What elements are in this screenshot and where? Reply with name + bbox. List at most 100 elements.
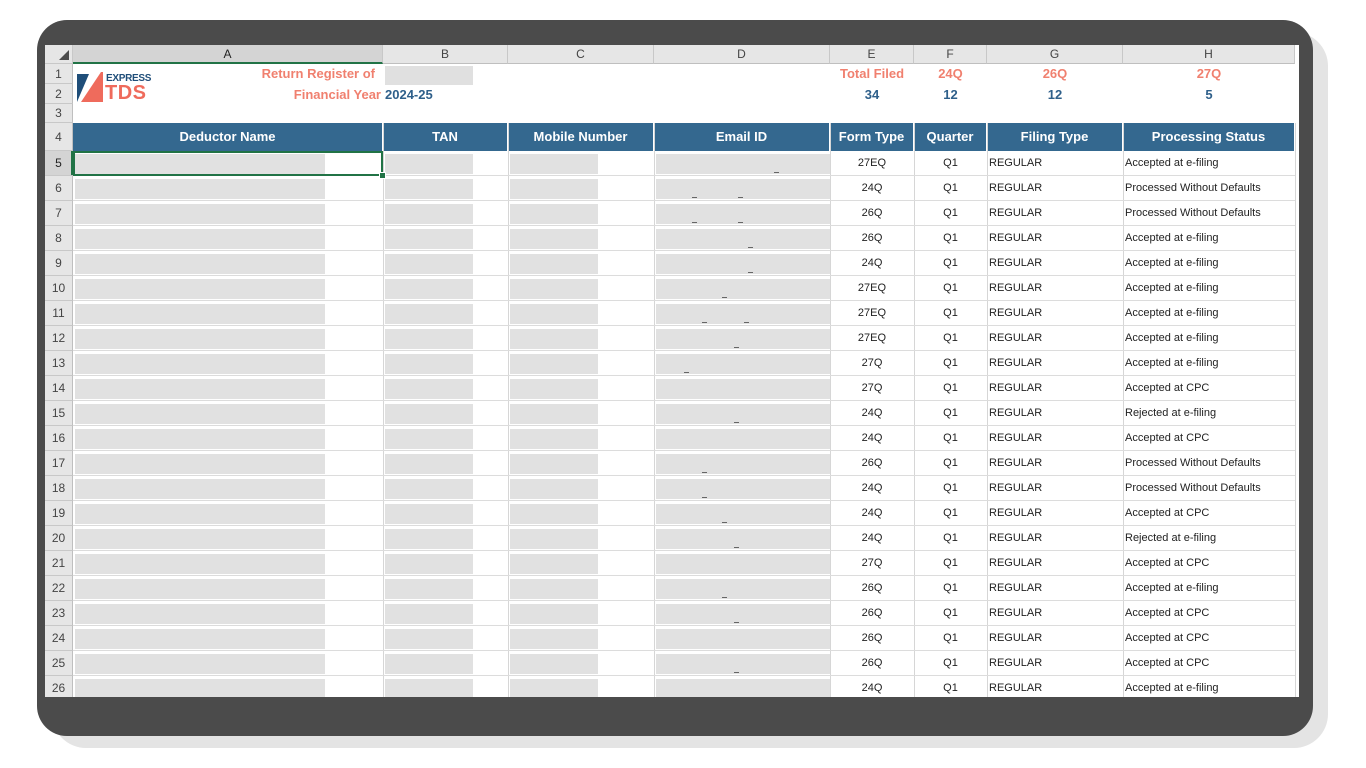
- row-header-1[interactable]: 1: [45, 64, 73, 84]
- tan-redacted[interactable]: [385, 154, 473, 174]
- deductor-name-redacted[interactable]: [75, 154, 325, 174]
- processing-status-cell[interactable]: Accepted at e-filing: [1125, 332, 1219, 344]
- mobile-redacted[interactable]: [510, 504, 598, 524]
- processing-status-cell[interactable]: Accepted at CPC: [1125, 557, 1210, 569]
- tan-redacted[interactable]: [385, 179, 473, 199]
- email-redacted[interactable]: [656, 679, 830, 697]
- deductor-name-redacted[interactable]: [75, 354, 325, 374]
- processing-status-cell[interactable]: Accepted at e-filing: [1125, 232, 1219, 244]
- row-header-6[interactable]: 6: [45, 176, 73, 201]
- processing-status-cell[interactable]: Accepted at e-filing: [1125, 257, 1219, 269]
- tan-redacted[interactable]: [385, 629, 473, 649]
- form-type-cell[interactable]: 24Q: [861, 257, 883, 269]
- deductor-name-redacted[interactable]: [75, 279, 325, 299]
- email-redacted[interactable]: [656, 354, 830, 374]
- quarter-cell[interactable]: Q1: [943, 332, 958, 344]
- quarter-cell[interactable]: Q1: [943, 657, 958, 669]
- filing-type-cell[interactable]: REGULAR: [989, 457, 1043, 469]
- tan-redacted[interactable]: [385, 204, 473, 224]
- email-redacted[interactable]: [656, 279, 830, 299]
- filing-type-cell[interactable]: REGULAR: [989, 407, 1043, 419]
- processing-status-cell[interactable]: Accepted at CPC: [1125, 607, 1210, 619]
- filing-type-cell[interactable]: REGULAR: [989, 582, 1043, 594]
- deductor-name-redacted[interactable]: [75, 179, 325, 199]
- tan-redacted[interactable]: [385, 529, 473, 549]
- quarter-cell[interactable]: Q1: [943, 507, 958, 519]
- column-header-e[interactable]: E: [830, 45, 914, 64]
- email-redacted[interactable]: [656, 379, 830, 399]
- processing-status-cell[interactable]: Rejected at e-filing: [1125, 407, 1217, 419]
- form-type-cell[interactable]: 27EQ: [857, 332, 887, 344]
- form-type-cell[interactable]: 24Q: [861, 182, 883, 194]
- deductor-name-redacted[interactable]: [75, 204, 325, 224]
- row-header-26[interactable]: 26: [45, 676, 73, 697]
- form-type-cell[interactable]: 24Q: [861, 532, 883, 544]
- filing-type-cell[interactable]: REGULAR: [989, 307, 1043, 319]
- mobile-redacted[interactable]: [510, 554, 598, 574]
- mobile-redacted[interactable]: [510, 154, 598, 174]
- deductor-name-redacted[interactable]: [75, 629, 325, 649]
- column-header-g[interactable]: G: [987, 45, 1123, 64]
- mobile-redacted[interactable]: [510, 329, 598, 349]
- quarter-cell[interactable]: Q1: [943, 257, 958, 269]
- deductor-name-redacted[interactable]: [75, 229, 325, 249]
- mobile-redacted[interactable]: [510, 454, 598, 474]
- form-type-cell[interactable]: 26Q: [861, 632, 883, 644]
- filing-type-cell[interactable]: REGULAR: [989, 332, 1043, 344]
- form-type-cell[interactable]: 24Q: [861, 482, 883, 494]
- quarter-cell[interactable]: Q1: [943, 182, 958, 194]
- processing-status-cell[interactable]: Accepted at CPC: [1125, 657, 1210, 669]
- form-type-cell[interactable]: 27Q: [861, 357, 883, 369]
- processing-status-cell[interactable]: Processed Without Defaults: [1125, 482, 1261, 494]
- mobile-redacted[interactable]: [510, 204, 598, 224]
- form-type-cell[interactable]: 26Q: [861, 607, 883, 619]
- filing-type-cell[interactable]: REGULAR: [989, 632, 1043, 644]
- row-header-2[interactable]: 2: [45, 84, 73, 104]
- email-redacted[interactable]: [656, 179, 830, 199]
- tan-redacted[interactable]: [385, 554, 473, 574]
- deductor-name-redacted[interactable]: [75, 404, 325, 424]
- form-type-cell[interactable]: 27EQ: [857, 307, 887, 319]
- quarter-cell[interactable]: Q1: [943, 607, 958, 619]
- form-type-cell[interactable]: 26Q: [861, 457, 883, 469]
- deductor-name-redacted[interactable]: [75, 679, 325, 697]
- column-header-h[interactable]: H: [1123, 45, 1295, 64]
- mobile-redacted[interactable]: [510, 429, 598, 449]
- email-redacted[interactable]: [656, 529, 830, 549]
- form-type-cell[interactable]: 24Q: [861, 432, 883, 444]
- quarter-cell[interactable]: Q1: [943, 532, 958, 544]
- row-header-7[interactable]: 7: [45, 201, 73, 226]
- row-header-15[interactable]: 15: [45, 401, 73, 426]
- filing-type-cell[interactable]: REGULAR: [989, 607, 1043, 619]
- filing-type-cell[interactable]: REGULAR: [989, 482, 1043, 494]
- table-header-quarter[interactable]: Quarter: [914, 123, 987, 151]
- row-header-14[interactable]: 14: [45, 376, 73, 401]
- processing-status-cell[interactable]: Processed Without Defaults: [1125, 182, 1261, 194]
- tan-redacted[interactable]: [385, 504, 473, 524]
- table-header-deductor-name[interactable]: Deductor Name: [73, 123, 383, 151]
- filing-type-cell[interactable]: REGULAR: [989, 657, 1043, 669]
- deductor-name-redacted[interactable]: [75, 454, 325, 474]
- tan-redacted[interactable]: [385, 604, 473, 624]
- tan-redacted[interactable]: [385, 254, 473, 274]
- quarter-cell[interactable]: Q1: [943, 307, 958, 319]
- mobile-redacted[interactable]: [510, 679, 598, 697]
- processing-status-cell[interactable]: Accepted at CPC: [1125, 507, 1210, 519]
- row-header-17[interactable]: 17: [45, 451, 73, 476]
- deductor-name-redacted[interactable]: [75, 529, 325, 549]
- tan-redacted[interactable]: [385, 654, 473, 674]
- quarter-cell[interactable]: Q1: [943, 207, 958, 219]
- processing-status-cell[interactable]: Accepted at e-filing: [1125, 682, 1219, 694]
- quarter-cell[interactable]: Q1: [943, 407, 958, 419]
- row-header-23[interactable]: 23: [45, 601, 73, 626]
- row-header-10[interactable]: 10: [45, 276, 73, 301]
- email-redacted[interactable]: [656, 254, 830, 274]
- form-type-cell[interactable]: 24Q: [861, 407, 883, 419]
- filing-type-cell[interactable]: REGULAR: [989, 257, 1043, 269]
- tan-redacted[interactable]: [385, 304, 473, 324]
- quarter-cell[interactable]: Q1: [943, 232, 958, 244]
- filing-type-cell[interactable]: REGULAR: [989, 682, 1043, 694]
- table-header-form-type[interactable]: Form Type: [830, 123, 914, 151]
- tan-redacted[interactable]: [385, 354, 473, 374]
- processing-status-cell[interactable]: Accepted at CPC: [1125, 432, 1210, 444]
